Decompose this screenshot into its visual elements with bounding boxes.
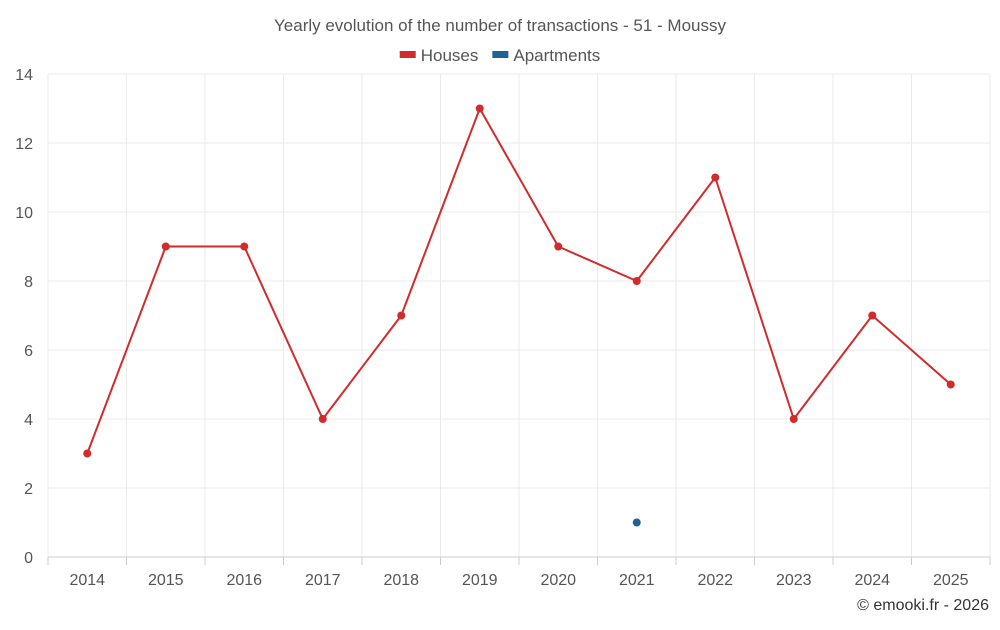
data-point-houses-2021[interactable] [632,277,641,285]
legend-label-houses: Houses [421,46,479,65]
y-tick-label: 14 [15,67,33,84]
y-tick-label: 6 [24,343,33,360]
y-tick-label: 0 [24,550,33,567]
y-tick-label: 2 [24,481,33,498]
x-tick-label: 2015 [148,572,184,589]
x-tick-label: 2021 [619,572,655,589]
y-tick-label: 8 [24,274,33,291]
legend-item-houses[interactable]: Houses [399,46,479,65]
legend-swatch-houses [399,51,416,58]
data-point-houses-2024[interactable] [868,311,877,320]
data-point-houses-2019[interactable] [475,104,484,113]
legend-label-apartments: Apartments [513,46,600,65]
x-tick-label: 2014 [69,572,105,589]
series-apartments [632,518,641,527]
x-tick-label: 2019 [462,572,498,589]
series-layer [83,104,955,527]
x-tick-label: 2025 [933,572,969,589]
legend-item-apartments[interactable]: Apartments [492,46,600,65]
credit-text: © emooki.fr - 2026 [857,597,989,614]
x-tick-label: 2017 [305,572,341,589]
x-tick-label: 2016 [226,572,262,589]
data-point-houses-2015[interactable] [161,242,170,251]
data-point-houses-2020[interactable] [554,242,563,251]
data-point-houses-2018[interactable] [397,311,406,320]
data-point-houses-2017[interactable] [318,415,327,423]
y-tick-label: 12 [15,136,33,153]
x-tick-label: 2022 [697,572,733,589]
y-tick-label: 4 [24,412,33,429]
x-tick-label: 2020 [540,572,576,589]
x-tick-label: 2023 [776,572,812,589]
data-point-houses-2016[interactable] [240,242,249,251]
x-tick-label: 2018 [383,572,419,589]
axes: 0 2 4 6 8 10 12 14 2014 2015 2016 2017 2018 2019 2020 2… [15,67,991,589]
series-houses [83,104,955,458]
chart-title: Yearly evolution of the number of transa… [274,16,726,35]
x-tick-label: 2024 [854,572,890,589]
legend-swatch-apartments [492,51,509,58]
data-point-houses-2014[interactable] [83,449,92,458]
data-point-houses-2022[interactable] [711,173,720,182]
data-point-houses-2023[interactable] [789,415,798,423]
y-tick-label: 10 [15,205,33,222]
data-point-apartments-2021[interactable] [632,518,641,527]
grid-lines [47,73,991,557]
series-line-houses [86,107,952,454]
legend: Houses Apartments [399,46,600,65]
data-point-houses-2025[interactable] [946,380,955,389]
